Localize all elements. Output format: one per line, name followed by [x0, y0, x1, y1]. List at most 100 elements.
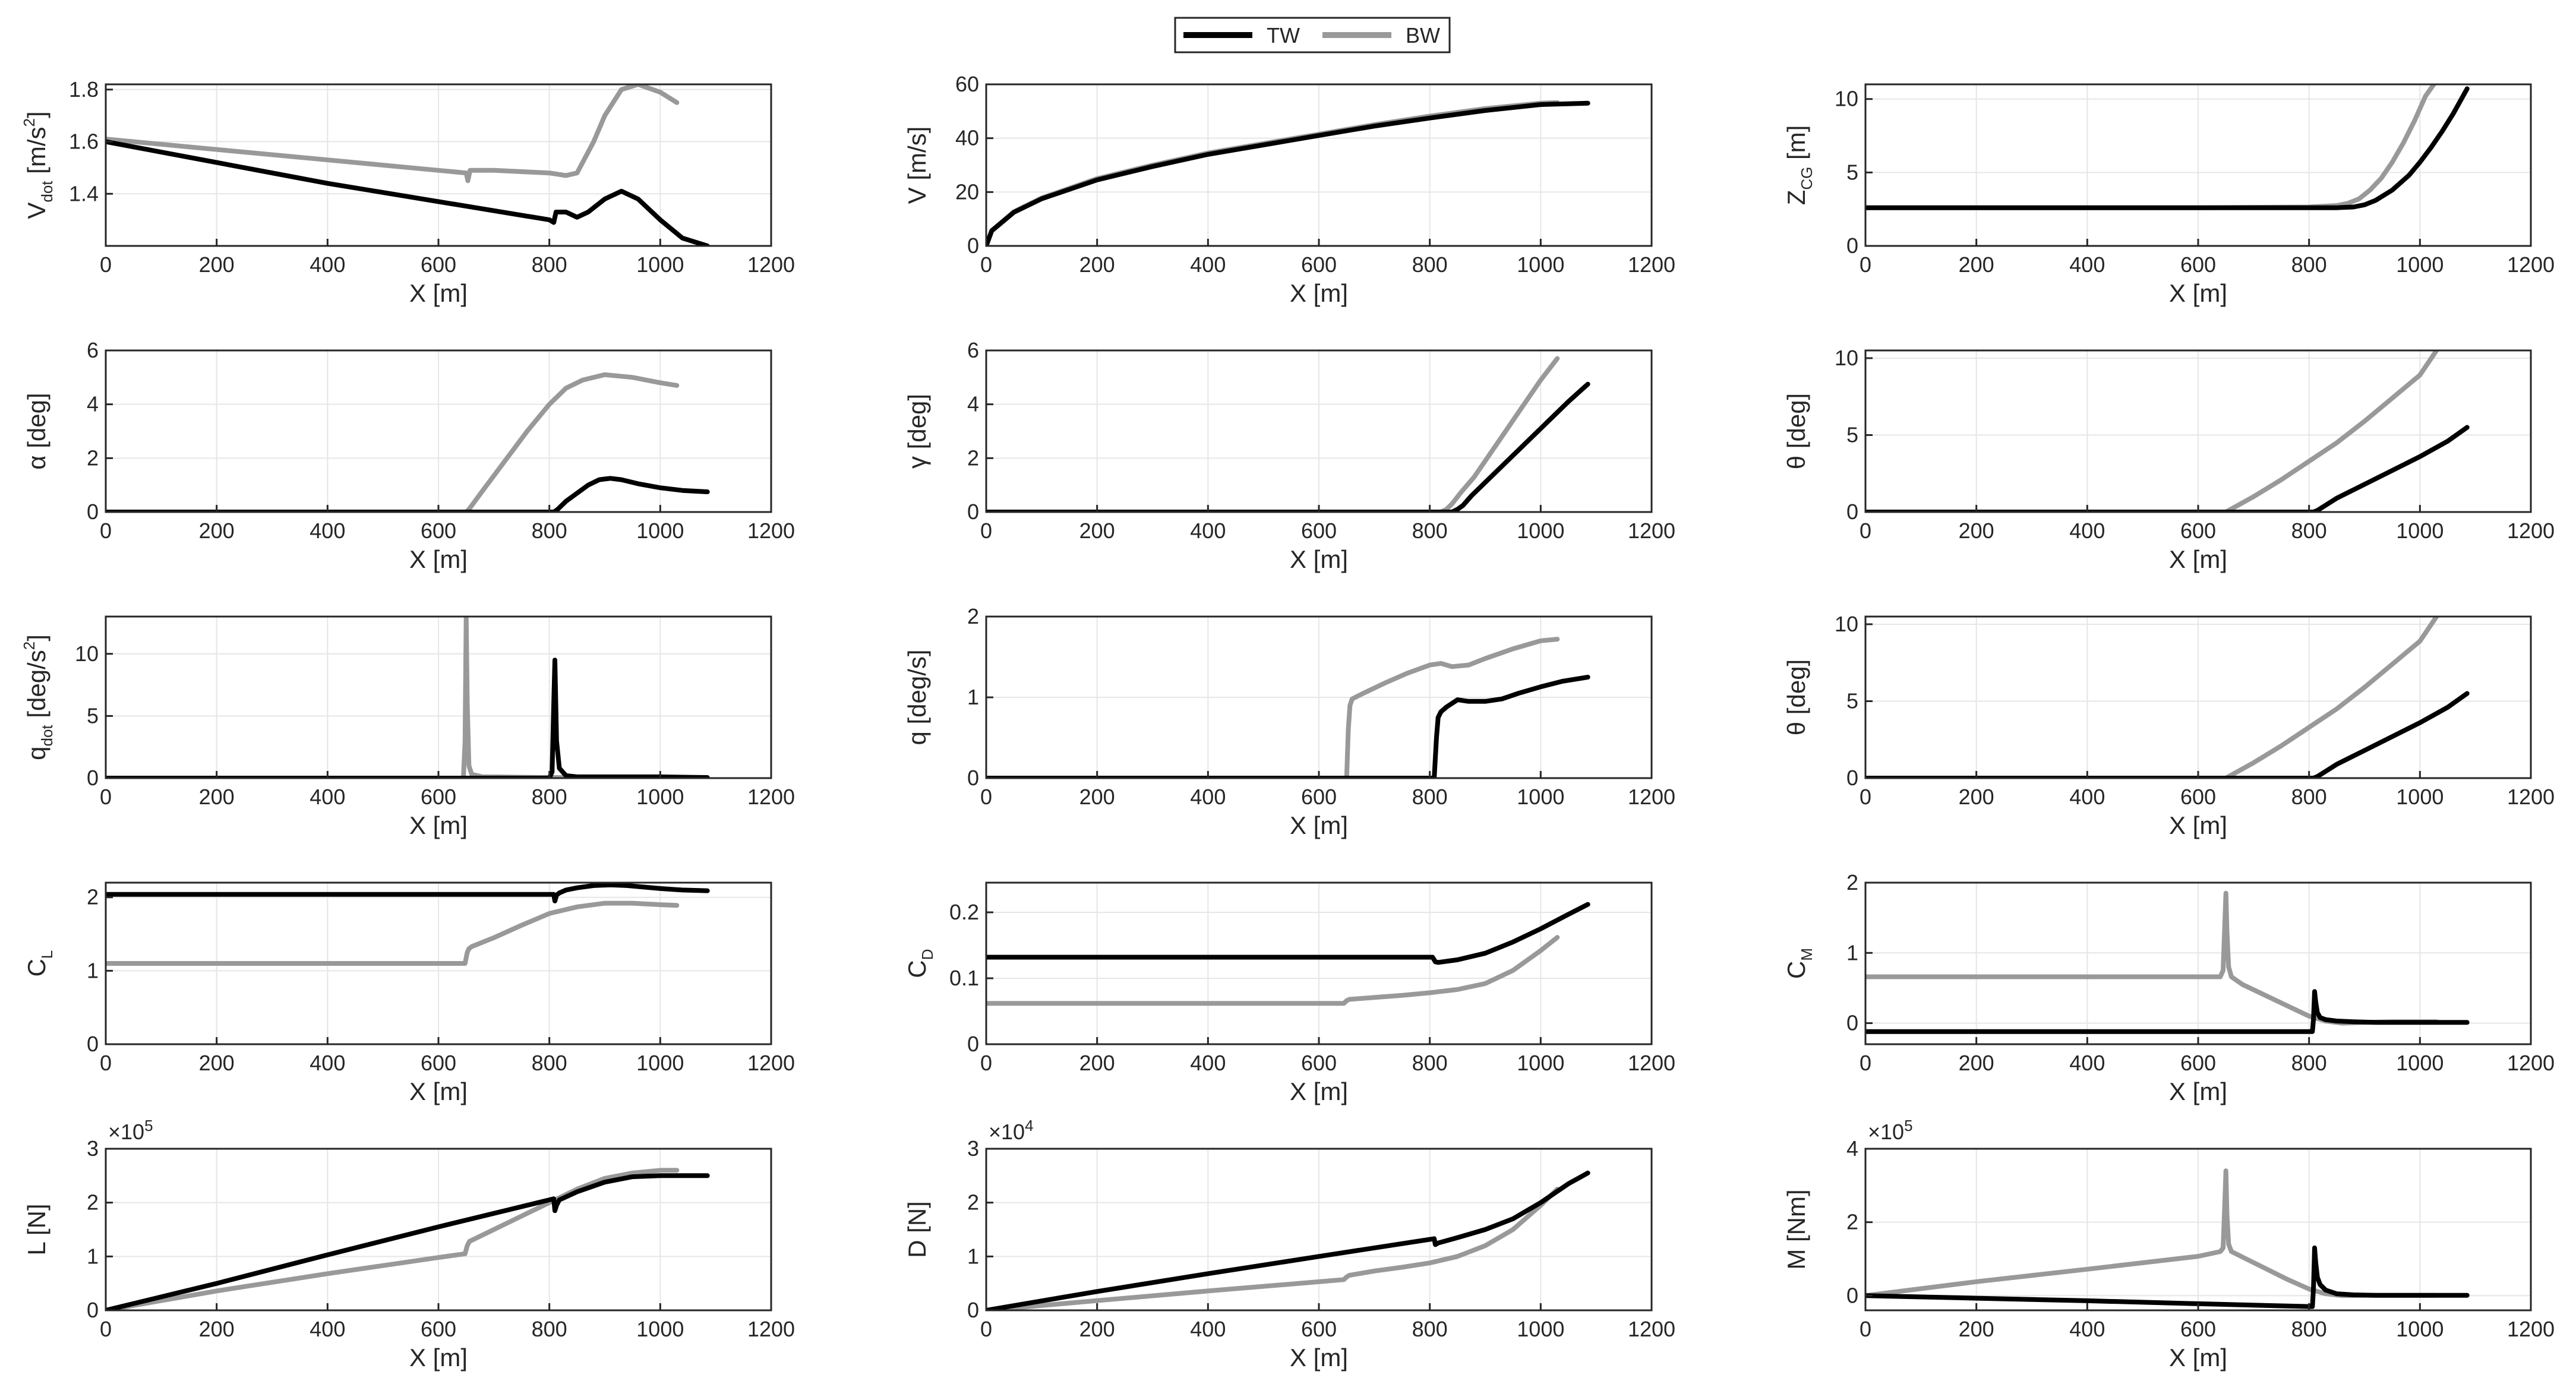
x-tick-label: 200: [1959, 519, 1994, 543]
x-tick-label: 0: [980, 1051, 992, 1075]
y-label-part-rest: [m/s: [23, 127, 50, 181]
x-tick-label: 0: [100, 785, 112, 809]
y-exponent-power: 4: [1025, 1117, 1033, 1134]
y-tick-label: 2: [1846, 870, 1858, 895]
x-tick-label: 800: [2291, 519, 2327, 543]
y-tick-label: 0.2: [949, 900, 979, 924]
x-tick-label: 1000: [636, 252, 684, 277]
x-tick-label: 0: [980, 519, 992, 543]
x-tick-label: 0: [100, 519, 112, 543]
x-tick-label: 1000: [636, 785, 684, 809]
x-tick-label: 600: [1301, 1317, 1337, 1341]
y-label-part-end: ]: [23, 111, 50, 118]
y-axis-label: q [deg/s]: [903, 649, 931, 745]
y-exponent-base: ×10: [1868, 1120, 1904, 1144]
y-axis-label: CL: [23, 950, 56, 977]
x-tick-label: 800: [1412, 519, 1448, 543]
x-tick-label: 1200: [2507, 519, 2555, 543]
series-line-bw: [106, 372, 680, 512]
x-tick-label: 800: [2291, 1051, 2327, 1075]
x-tick-label: 800: [532, 1317, 567, 1341]
panel-cm: 0 200 400 600 800 1000 1200 0 1 2 X [m] CM: [1782, 870, 2555, 1105]
x-tick-label: 0: [1860, 519, 1871, 543]
y-axis-label: Vdot [m/s2]: [20, 111, 56, 219]
y-axis-label: ZCG [m]: [1782, 125, 1816, 206]
x-tick-label: 1000: [2396, 519, 2444, 543]
legend-label-bw: BW: [1406, 23, 1440, 48]
y-axis-label: L [N]: [23, 1203, 50, 1255]
y-tick-label: 20: [955, 179, 979, 204]
y-label-part-main: α [deg]: [23, 393, 50, 469]
y-tick-label: 6: [967, 338, 979, 362]
series-line-bw: [106, 84, 680, 184]
x-tick-label: 400: [1190, 1317, 1226, 1341]
x-tick-label: 400: [2069, 252, 2105, 277]
y-tick-label: 0: [967, 766, 979, 790]
y-label-part-sup: 2: [20, 641, 38, 650]
y-tick-label: 0: [967, 1032, 979, 1056]
y-exponent-power: 5: [144, 1117, 153, 1134]
x-tick-label: 800: [1412, 1051, 1448, 1075]
series-line-tw: [986, 675, 1590, 778]
x-tick-label: 600: [421, 252, 456, 277]
y-tick-label: 0: [967, 233, 979, 258]
x-tick-label: 1000: [1517, 785, 1564, 809]
y-tick-label: 10: [75, 641, 99, 666]
x-tick-label: 1000: [2396, 785, 2444, 809]
y-tick-label: 2: [87, 885, 99, 909]
y-axis-label: θ [deg]: [1782, 393, 1810, 469]
y-axis-label: V [m/s]: [903, 127, 931, 204]
y-tick-label: 0: [1846, 233, 1858, 258]
panel-qdot: 0 200 400 600 800 1000 1200 0 5 10 X [m] qdot [deg/…: [20, 615, 795, 839]
y-label-part-sub: D: [918, 949, 936, 960]
x-axis-label: X [m]: [2169, 279, 2227, 307]
y-label-part-main: C: [903, 960, 931, 978]
x-tick-label: 1000: [2396, 1051, 2444, 1075]
y-tick-label: 10: [1835, 346, 1858, 370]
x-tick-label: 1000: [1517, 1317, 1564, 1341]
x-axis-label: X [m]: [1290, 545, 1348, 573]
y-tick-label: 10: [1835, 87, 1858, 111]
x-tick-label: 1200: [1628, 519, 1675, 543]
x-tick-label: 600: [421, 1317, 456, 1341]
x-tick-label: 1200: [1628, 1317, 1675, 1341]
x-tick-label: 200: [1959, 1317, 1994, 1341]
x-tick-label: 200: [1079, 785, 1115, 809]
y-label-part-main: D [N]: [903, 1201, 931, 1258]
y-exponent-power: 5: [1904, 1117, 1912, 1134]
x-tick-label: 800: [1412, 1317, 1448, 1341]
x-axis-label: X [m]: [2169, 811, 2227, 839]
x-axis-label: X [m]: [2169, 1077, 2227, 1105]
y-tick-label: 1: [967, 1244, 979, 1268]
y-axis-label: θ [deg]: [1782, 659, 1810, 735]
panel-cl: 0 200 400 600 800 1000 1200 0 1 2 X [m] CL: [23, 881, 795, 1105]
y-tick-label: 1.6: [69, 129, 99, 154]
x-tick-label: 1000: [636, 1317, 684, 1341]
x-tick-label: 1000: [2396, 1317, 2444, 1341]
x-tick-label: 600: [1301, 252, 1337, 277]
x-tick-label: 600: [1301, 785, 1337, 809]
series-line-tw: [106, 1173, 710, 1310]
y-tick-label: 5: [1846, 160, 1858, 184]
y-label-part-main: C: [1782, 961, 1810, 979]
y-axis-label: D [N]: [903, 1201, 931, 1258]
y-tick-label: 1.8: [69, 77, 99, 102]
x-tick-label: 0: [1860, 252, 1871, 277]
x-tick-label: 400: [310, 519, 345, 543]
y-tick-label: 4: [1846, 1136, 1858, 1161]
y-tick-label: 0: [1846, 766, 1858, 790]
y-tick-label: 2: [967, 1190, 979, 1215]
x-tick-label: 1000: [1517, 519, 1564, 543]
y-tick-label: 1: [87, 958, 99, 982]
x-tick-label: 1200: [1628, 1051, 1675, 1075]
panel-zcg: 0 200 400 600 800 1000 1200 0 5 10 X [m] ZCG [m]: [1782, 83, 2555, 307]
x-tick-label: 200: [1079, 1317, 1115, 1341]
panel-theta1: 0 200 400 600 800 1000 1200 0 5 10 X [m] θ [deg]: [1782, 346, 2555, 573]
x-tick-label: 400: [2069, 519, 2105, 543]
x-axis-label: X [m]: [1290, 811, 1348, 839]
x-tick-label: 1200: [747, 252, 795, 277]
y-label-part-main: θ [deg]: [1782, 659, 1810, 735]
y-exponent-base: ×10: [989, 1120, 1025, 1144]
